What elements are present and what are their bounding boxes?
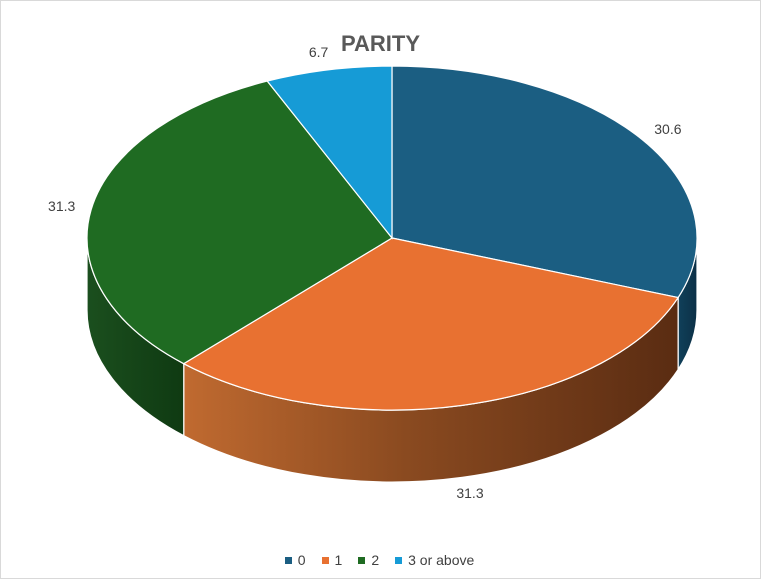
legend-swatch bbox=[284, 556, 292, 564]
legend-item: 1 bbox=[321, 552, 343, 568]
legend-label: 3 or above bbox=[408, 552, 475, 568]
pie-slice-0 bbox=[391, 65, 698, 299]
data-label: 6.7 bbox=[308, 43, 329, 60]
legend-swatch bbox=[395, 556, 403, 564]
legend-label: 1 bbox=[334, 552, 343, 568]
legend-swatch bbox=[358, 556, 366, 564]
data-label: 31.3 bbox=[48, 197, 76, 214]
chart-title: PARITY bbox=[340, 31, 421, 56]
data-label: 30.6 bbox=[654, 120, 682, 137]
pie-slice-1 bbox=[182, 237, 680, 411]
legend-item: 3 or above bbox=[395, 552, 474, 568]
legend-item: 2 bbox=[358, 552, 379, 568]
pie-slice-3-or-above bbox=[266, 65, 393, 240]
chart-legend: 0 1 2 3 or above bbox=[0, 552, 759, 568]
pie-slice-2 bbox=[86, 80, 393, 365]
legend-label: 2 bbox=[371, 552, 380, 568]
legend-item: 0 bbox=[284, 552, 306, 568]
legend-label: 0 bbox=[297, 552, 306, 568]
data-label: 31.3 bbox=[456, 485, 484, 502]
legend-swatch bbox=[321, 556, 329, 564]
